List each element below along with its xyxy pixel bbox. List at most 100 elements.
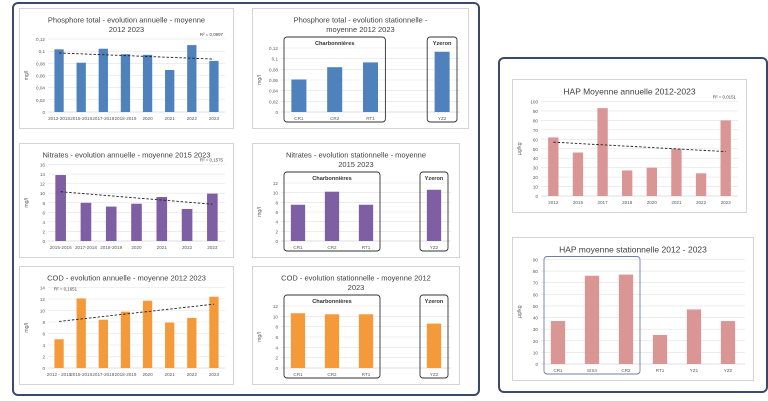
y-tick-label: 20: [533, 339, 539, 344]
bar: [550, 321, 566, 364]
bar: [120, 54, 131, 112]
x-tick-label: CR2: [327, 372, 337, 377]
chart-svg: HAP Moyenne annuelle 2012-2023 0 10 20 30 40 5…: [517, 87, 738, 205]
bar: [290, 313, 306, 368]
y-tick-label: 8: [275, 200, 278, 205]
y-tick-label: 0: [275, 239, 278, 244]
x-tick-label: RT1: [362, 245, 371, 250]
y-axis-label: µg/kg: [517, 305, 523, 318]
bar: [54, 339, 64, 368]
y-tick-label: 8: [42, 320, 45, 325]
x-tick-label: CR1: [294, 116, 304, 121]
y-tick-label: 0: [42, 110, 45, 115]
x-tick-label: SIS4: [587, 368, 597, 373]
y-axis-label: mg/l: [257, 332, 263, 342]
r2-label: R² = 0,0997: [200, 32, 224, 37]
y-axis-label: mg/l: [257, 207, 263, 217]
x-tick-label: CR2: [330, 116, 340, 121]
y-tick-label: 4: [275, 345, 278, 350]
bar: [76, 298, 86, 368]
y-tick-label: 6: [275, 210, 278, 215]
y-tick-label: 0,02: [36, 98, 45, 103]
bar: [156, 197, 168, 241]
bar: [327, 67, 343, 112]
x-tick-label: 2022: [187, 116, 198, 121]
station-group-label: Yzeron: [425, 299, 444, 305]
y-tick-label: 90: [533, 258, 539, 263]
x-tick-label: 2022: [187, 372, 198, 377]
bar: [652, 334, 668, 364]
x-tick-label: 2012 - 2015: [47, 372, 72, 377]
y-tick-label: 0: [275, 366, 278, 371]
bar: [597, 108, 608, 196]
r2-label: R² = 0,1651: [54, 287, 78, 292]
chart-title: Phosphore total - evolution stationnelle…: [294, 16, 428, 25]
x-tick-label: 2023: [209, 116, 220, 121]
y-tick-label: 10: [533, 185, 539, 190]
y-tick-label: 0,1: [39, 49, 46, 54]
bar: [187, 45, 197, 113]
bar: [142, 300, 153, 368]
y-tick-label: 2: [42, 355, 45, 360]
chart-svg: Nitrates - evolution stationnelle - moye…: [257, 151, 451, 252]
x-tick-label: 2015: [573, 200, 584, 205]
y-tick-label: 0,12: [36, 37, 45, 42]
station-group-box: [426, 36, 458, 123]
chart-phosphore-annual: Phosphore total - evolution annuelle - m…: [19, 8, 234, 129]
y-tick-label: 0: [535, 194, 538, 199]
bar: [142, 54, 153, 112]
bar: [98, 319, 108, 368]
x-tick-label: 2015-2016: [70, 116, 92, 121]
station-group-box: [543, 256, 641, 375]
trend-line: [59, 52, 214, 60]
chart-svg: Nitrates - evolution annuelle - moyenne …: [24, 151, 225, 250]
x-tick-label: RT1: [656, 368, 665, 373]
y-tick-label: 14: [40, 172, 46, 177]
bar: [209, 60, 219, 112]
y-tick-label: 0: [42, 239, 45, 244]
y-tick-label: 10: [273, 191, 279, 196]
bar: [324, 314, 340, 368]
bar: [55, 175, 66, 241]
bar: [358, 204, 374, 241]
r2-label: R² = 0,1575: [200, 158, 224, 163]
x-tick-label: 2018-2019: [114, 116, 136, 121]
x-tick-label: YZ2: [724, 368, 733, 373]
x-tick-label: YZ1: [690, 368, 699, 373]
r2-label: R² = 0,0151: [713, 95, 737, 100]
trend-line: [59, 303, 214, 322]
y-tick-label: 40: [533, 316, 539, 321]
y-tick-label: 0,04: [36, 86, 45, 91]
bar: [646, 167, 657, 196]
x-tick-label: 2015-2016: [70, 372, 92, 377]
x-tick-label: 2020: [131, 245, 142, 250]
bar: [695, 173, 707, 196]
y-tick-label: 2: [275, 229, 278, 234]
bar: [98, 48, 108, 112]
chart-svg: COD - evolution annuelle - moyenne 2012 …: [24, 274, 225, 377]
station-group-label: Charbonnières: [315, 41, 354, 47]
chart-nitrates-annual: Nitrates - evolution annuelle - moyenne …: [19, 143, 234, 258]
y-tick-label: 6: [42, 210, 45, 215]
bar: [622, 170, 633, 196]
x-tick-label: 2012-2015: [48, 116, 70, 121]
x-tick-label: 2022: [182, 245, 193, 250]
x-tick-label: CR1: [293, 372, 303, 377]
station-group-label: Charbonnières: [312, 299, 351, 305]
y-tick-label: 80: [533, 269, 539, 274]
y-axis-label: mg/l: [24, 323, 30, 333]
y-axis-label: mg/l: [24, 71, 30, 81]
y-tick-label: 8: [275, 325, 278, 330]
x-tick-label: 2017: [597, 200, 608, 205]
y-tick-label: 50: [533, 147, 539, 152]
bar: [720, 120, 731, 196]
station-group-label: Yzeron: [425, 176, 444, 182]
station-group-label: Charbonnières: [312, 176, 351, 182]
bar: [618, 274, 634, 364]
y-axis-label: µg/kg: [517, 142, 523, 155]
chart-cod-station: COD - evolution stationnelle - moyenne 2…: [252, 266, 460, 385]
x-tick-label: RT1: [362, 372, 371, 377]
x-tick-label: 2023: [207, 245, 218, 250]
chart-title: Phosphore total - evolution annuelle - m…: [48, 16, 205, 25]
chart-nitrates-station: Nitrates - evolution stationnelle - moye…: [252, 143, 460, 258]
